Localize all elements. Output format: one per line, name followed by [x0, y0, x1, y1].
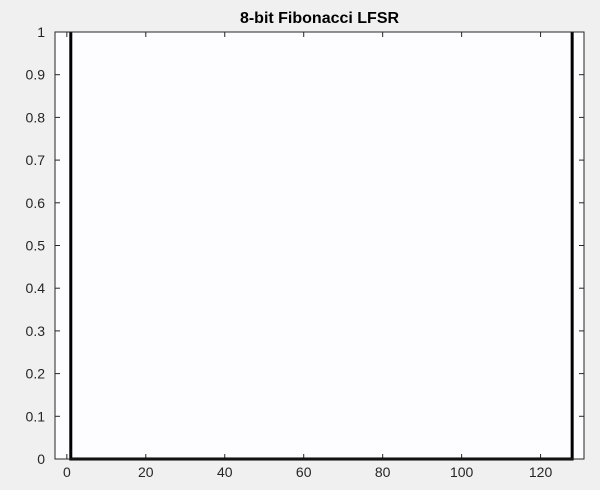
- x-tick-label: 80: [375, 464, 391, 480]
- y-tick-label: 0.6: [26, 195, 46, 211]
- y-tick-label: 0.2: [26, 366, 46, 382]
- y-tick-label: 0.1: [26, 408, 46, 424]
- chart-title: 8-bit Fibonacci LFSR: [240, 10, 400, 27]
- x-axis-ticks: 0 20 40 60 80 100 120: [63, 32, 553, 480]
- y-tick-label: 0.8: [26, 109, 46, 125]
- plot-area: [55, 32, 584, 459]
- y-tick-label: 0: [37, 451, 45, 467]
- y-tick-label: 0.9: [26, 67, 46, 83]
- y-axis-ticks: 0 0.1 0.2 0.3 0.4 0.5 0.6 0.7 0.8 0.9 1: [26, 24, 584, 467]
- plot-frame: [54, 31, 585, 460]
- x-tick-label: 40: [217, 464, 233, 480]
- x-tick-label: 120: [529, 464, 553, 480]
- y-tick-label: 0.3: [26, 323, 46, 339]
- y-tick-label: 0.5: [26, 238, 46, 254]
- x-tick-label: 0: [63, 464, 71, 480]
- x-tick-label: 60: [296, 464, 312, 480]
- x-tick-label: 20: [138, 464, 154, 480]
- y-tick-label: 1: [37, 24, 45, 40]
- y-tick-label: 0.4: [26, 280, 46, 296]
- x-tick-label: 100: [450, 464, 474, 480]
- y-tick-label: 0.7: [26, 152, 46, 168]
